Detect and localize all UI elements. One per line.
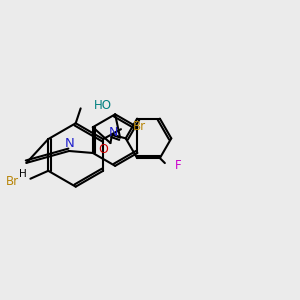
Text: N: N — [65, 136, 75, 150]
Text: F: F — [175, 158, 181, 172]
Text: Br: Br — [5, 175, 19, 188]
Text: N: N — [108, 126, 118, 139]
Text: H: H — [19, 169, 26, 179]
Text: HO: HO — [94, 99, 112, 112]
Text: O: O — [99, 142, 108, 155]
Text: Br: Br — [133, 120, 146, 133]
